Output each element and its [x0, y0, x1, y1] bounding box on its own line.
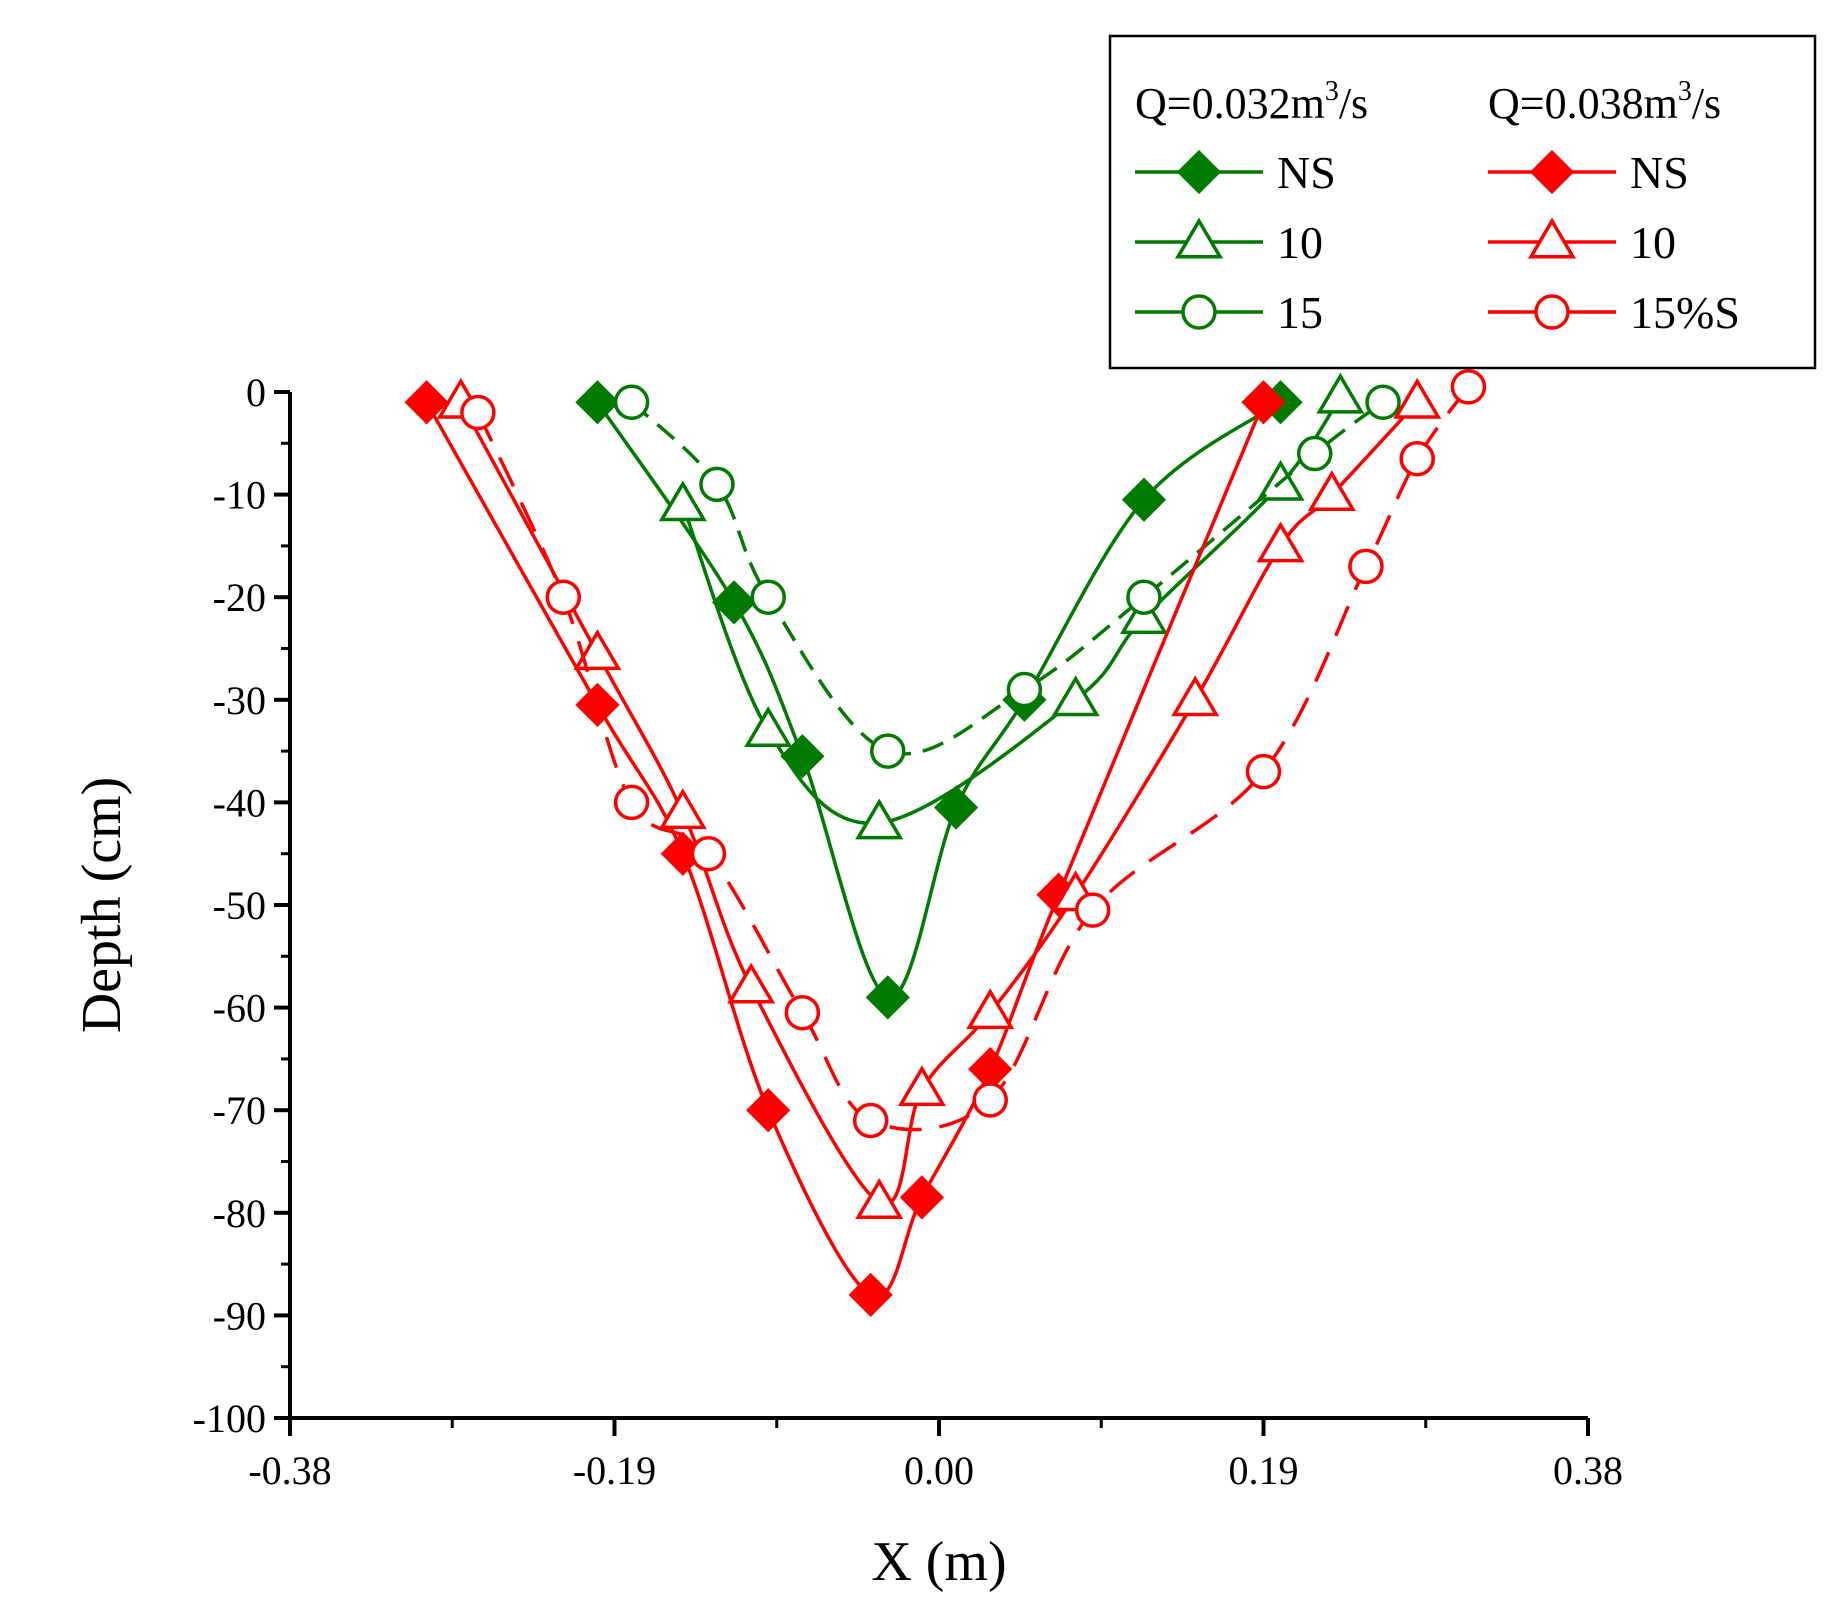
data-point	[848, 1272, 893, 1318]
x-tick-label: 0.19	[1229, 1448, 1299, 1493]
data-point	[744, 706, 793, 748]
legend-group-header: Q=0.032m3/s	[1135, 76, 1368, 128]
data-point	[690, 835, 727, 872]
series-q0032-15	[613, 384, 1401, 769]
data-point	[711, 580, 757, 625]
data-point	[545, 579, 582, 615]
legend-marker	[1176, 149, 1222, 195]
x-tick-label: -0.19	[573, 1448, 656, 1493]
data-point	[699, 466, 735, 503]
y-tick-label: -50	[213, 883, 266, 928]
legend-item: 15	[1135, 287, 1323, 338]
legend-label: NS	[1630, 147, 1689, 198]
data-point	[899, 1175, 945, 1220]
data-point	[658, 788, 707, 830]
legend-marker	[1181, 294, 1217, 330]
legend-item: 15%S	[1488, 287, 1740, 338]
y-tick-label: -40	[213, 780, 266, 825]
legend-marker	[1174, 217, 1224, 259]
axes: 0 -10 -20 -30 -40 -50 -60 -70 -80 -90 -100 -0.38 -0.…	[193, 370, 1623, 1493]
data-point	[1074, 892, 1111, 928]
y-tick-label: 0	[246, 370, 266, 415]
y-tick-label: -80	[213, 1191, 266, 1236]
x-tick-label: -0.38	[248, 1448, 331, 1493]
y-tick-label: -70	[213, 1088, 266, 1133]
y-axis-title: Depth (cm)	[71, 777, 133, 1034]
data-point	[1316, 372, 1365, 414]
legend-label: 15	[1277, 287, 1323, 338]
data-point	[1051, 675, 1100, 717]
legend-label: NS	[1277, 147, 1336, 198]
legend-group-header: Q=0.038m3/s	[1488, 76, 1721, 128]
data-point	[1245, 753, 1282, 790]
data-point	[1393, 377, 1442, 419]
data-point	[1399, 440, 1435, 477]
data-point	[855, 1178, 904, 1219]
series-line	[630, 400, 1385, 756]
data-point	[784, 994, 821, 1031]
data-point	[855, 798, 904, 840]
legend-item: NS	[1135, 147, 1336, 198]
y-tick-label: -100	[193, 1396, 266, 1441]
x-tick-label: 0.00	[904, 1448, 974, 1493]
data-point	[727, 962, 776, 1004]
data-point	[1126, 579, 1162, 615]
y-tick-label: -60	[213, 986, 266, 1031]
series-layer	[404, 369, 1487, 1318]
legend-label: 15%S	[1630, 287, 1740, 338]
data-point	[613, 784, 650, 821]
series-line	[595, 400, 1282, 1000]
data-point	[1121, 477, 1167, 522]
legend-item: 10	[1488, 217, 1676, 268]
legend-marker	[1534, 294, 1570, 330]
series-q0038-10	[436, 377, 1442, 1219]
data-point	[1006, 671, 1043, 708]
data-point	[1307, 470, 1356, 512]
x-axis-title: X (m)	[871, 1531, 1006, 1593]
data-point	[573, 629, 622, 671]
data-point	[746, 1088, 791, 1133]
data-point	[613, 384, 650, 421]
data-point	[966, 988, 1015, 1030]
legend-item: NS	[1488, 147, 1689, 198]
data-point	[404, 380, 449, 425]
y-tick-label: -20	[213, 575, 266, 620]
x-tick-label: 0.38	[1553, 1448, 1623, 1493]
data-point	[575, 380, 620, 425]
y-tick-label: -30	[213, 678, 266, 723]
legend-marker	[1527, 217, 1577, 259]
data-point	[852, 1102, 889, 1139]
data-point	[1171, 675, 1220, 717]
data-point	[750, 579, 786, 615]
legend-item: 10	[1135, 217, 1323, 268]
data-point	[972, 1082, 1008, 1118]
data-point	[933, 785, 979, 830]
legend-marker	[1529, 149, 1575, 195]
legend: Q=0.032m3/s Q=0.038m3/s NS 10 15 NS 10 15%S	[1108, 34, 1817, 370]
data-point	[658, 480, 707, 522]
y-tick-label: -10	[213, 473, 266, 518]
series-q0038-ns	[404, 380, 1286, 1318]
data-point	[1450, 369, 1487, 405]
series-line	[476, 385, 1470, 1132]
data-point	[1241, 380, 1286, 425]
data-point	[1256, 521, 1305, 563]
y-tick-label: -90	[213, 1293, 266, 1338]
data-point	[897, 1065, 946, 1107]
legend-label: 10	[1277, 217, 1323, 268]
data-point	[1296, 435, 1333, 472]
legend-label: 10	[1630, 217, 1676, 268]
data-point	[870, 733, 906, 769]
data-point	[1348, 548, 1384, 585]
series-line	[681, 396, 1342, 825]
series-q0038-15pcts	[460, 369, 1487, 1139]
data-point	[865, 975, 910, 1020]
data-point	[460, 394, 496, 431]
data-point	[1365, 384, 1401, 421]
